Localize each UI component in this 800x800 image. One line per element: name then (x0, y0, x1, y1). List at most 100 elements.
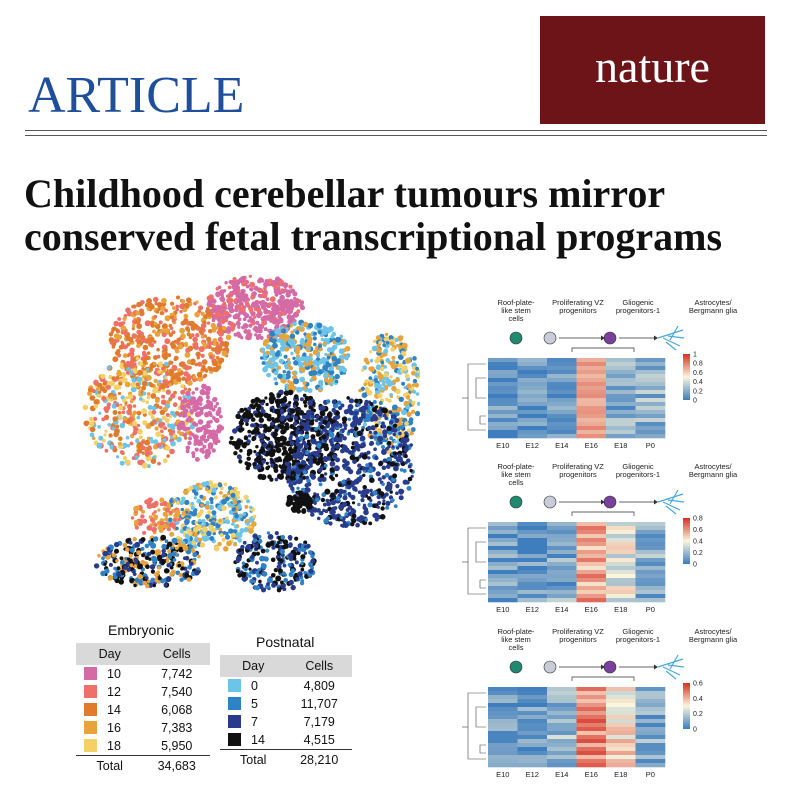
heatmap-cell (606, 715, 636, 720)
heatmap-cell (635, 426, 666, 431)
heatmap-column-label: E10 (496, 441, 509, 450)
tsne-point (299, 496, 304, 502)
heatmap-cell (488, 751, 518, 756)
header-rule-top (25, 130, 767, 131)
tsne-point (383, 337, 388, 342)
heatmap-cell (635, 574, 666, 579)
tsne-point (147, 404, 153, 410)
tsne-point (353, 426, 359, 432)
heatmap-cell (547, 398, 577, 403)
tsne-point (275, 543, 280, 549)
tsne-point (377, 393, 383, 399)
tsne-point (340, 523, 344, 528)
tsne-point (177, 517, 182, 522)
tsne-point (144, 439, 151, 446)
tsne-point (288, 579, 294, 586)
tsne-point (176, 372, 182, 377)
tsne-point (113, 378, 118, 382)
tsne-point (156, 347, 160, 352)
heatmap-cell (517, 386, 548, 391)
tsne-point (218, 360, 223, 364)
tsne-point (118, 381, 123, 386)
tsne-point (204, 480, 210, 486)
tsne-point (285, 289, 292, 295)
tsne-point (310, 438, 317, 445)
tsne-point (213, 397, 218, 402)
tsne-point (355, 443, 361, 449)
tsne-point (251, 321, 256, 326)
tsne-point (367, 502, 373, 508)
tsne-point (134, 541, 141, 548)
tsne-point (118, 579, 124, 585)
tsne-point (304, 355, 310, 362)
tsne-point (401, 342, 408, 349)
tsne-point (302, 385, 307, 391)
heatmap-cell (517, 691, 548, 696)
tsne-point (132, 404, 137, 408)
color-scale-tick: 0.2 (693, 388, 703, 395)
heatmap-cell (576, 578, 607, 583)
tsne-point (274, 330, 279, 335)
tsne-point (153, 378, 158, 384)
lineage-label: like stem (501, 635, 531, 644)
tsne-point (268, 363, 274, 369)
tsne-point (242, 540, 247, 545)
heatmap-cell (547, 594, 577, 599)
tsne-point (289, 333, 296, 339)
tsne-point (159, 502, 164, 506)
tsne-point (362, 473, 366, 477)
tsne-point (220, 486, 224, 490)
heatmap-cell (517, 370, 548, 375)
tsne-point (187, 440, 192, 446)
tsne-point (190, 358, 196, 364)
tsne-point (297, 361, 304, 368)
tsne-point (206, 336, 212, 342)
tsne-point (172, 434, 176, 438)
heatmap-cell (517, 763, 548, 768)
heatmap-cell (606, 707, 636, 712)
tsne-point (101, 396, 107, 402)
heatmap-cell (635, 759, 666, 764)
tsne-point (265, 350, 271, 355)
tsne-point (318, 482, 323, 487)
tsne-point (320, 497, 326, 503)
tsne-point (329, 460, 336, 467)
tsne-point (263, 412, 269, 418)
tsne-point (314, 427, 318, 431)
heatmap-cell (635, 382, 666, 387)
heatmap-cell (488, 542, 518, 547)
tsne-point (173, 357, 178, 362)
tsne-point (380, 360, 385, 365)
tsne-point (167, 517, 173, 523)
tsne-point (240, 571, 247, 578)
tsne-point (229, 436, 234, 440)
tsne-point (258, 417, 264, 423)
tsne-point (122, 344, 128, 350)
tsne-point (230, 503, 235, 508)
tsne-point (203, 373, 208, 378)
tsne-point (189, 561, 194, 566)
heatmap-cell (576, 735, 607, 740)
tsne-point (280, 288, 285, 292)
heatmap-cell (576, 410, 607, 415)
tsne-point (241, 442, 247, 448)
heatmap-cell (606, 382, 636, 387)
lineage-label: cells (508, 643, 523, 652)
tsne-point (83, 420, 90, 427)
tsne-point (407, 419, 414, 426)
tsne-point (307, 446, 312, 451)
tsne-point (390, 498, 395, 503)
tsne-point (188, 541, 192, 546)
tsne-point (350, 494, 356, 500)
heatmap-cell (488, 554, 518, 559)
lineage-label: like stem (501, 470, 531, 479)
tsne-point (204, 369, 209, 373)
tsne-point (127, 403, 133, 410)
tsne-point (194, 345, 199, 351)
tsne-point (212, 367, 217, 372)
tsne-point (373, 378, 378, 382)
tsne-point (213, 404, 218, 409)
tsne-point (224, 315, 229, 320)
tsne-point (266, 416, 272, 422)
tsne-point (292, 356, 296, 360)
